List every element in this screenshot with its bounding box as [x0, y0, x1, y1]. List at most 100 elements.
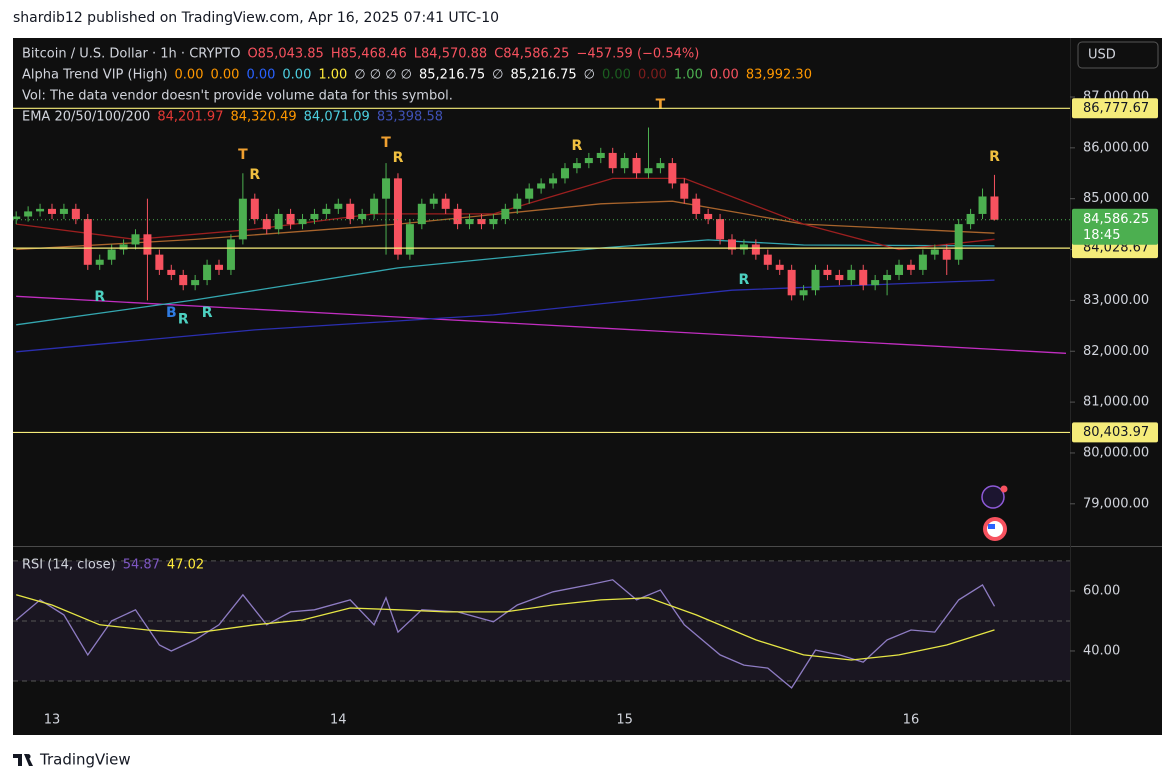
signal-label: R — [94, 289, 105, 305]
price-countdown: 18:45 — [1083, 228, 1120, 243]
candle-body — [847, 269, 856, 281]
y-tick-label: 85,000.00 — [1083, 191, 1149, 206]
candle-body — [859, 269, 868, 286]
header: shardib12 published on TradingView.com, … — [13, 10, 499, 26]
candle-body — [131, 234, 140, 245]
y-tick-label: 81,000.00 — [1083, 395, 1149, 410]
brand-logo — [13, 754, 33, 766]
currency: USD — [1088, 48, 1116, 63]
candle-body — [119, 244, 128, 250]
candle-body — [560, 168, 569, 179]
legend-item: 85,216.75 — [419, 68, 485, 83]
rsi-pane — [15, 579, 996, 689]
candle-body — [95, 259, 104, 265]
candle-body — [620, 158, 629, 169]
candle-body — [71, 208, 80, 220]
candle-body — [215, 264, 224, 270]
legend-item: 1.00 — [674, 68, 703, 83]
candle-body — [501, 208, 510, 220]
candle-body — [895, 264, 904, 275]
legend-item: 1.00 — [318, 68, 347, 83]
candle-body — [871, 280, 880, 286]
signal-label: R — [989, 149, 1000, 165]
legend-item: C84,586.25 — [494, 47, 569, 62]
candle-body — [692, 198, 701, 214]
candle-body — [549, 178, 558, 184]
legend-item: 0.00 — [246, 68, 275, 83]
candle-body — [644, 168, 653, 174]
candle-body — [262, 219, 271, 230]
candle-body — [584, 158, 593, 164]
signal-label: R — [572, 138, 583, 154]
candle-body — [978, 196, 987, 214]
candle-body — [417, 203, 426, 225]
legend-item: 0.00 — [638, 68, 667, 83]
legend-item: 84,201.97 — [157, 110, 223, 125]
candle-body — [763, 254, 772, 265]
level-label-box — [1072, 98, 1158, 119]
candle-body — [632, 158, 641, 174]
level-label-box — [1072, 422, 1158, 443]
legend-item: Alpha Trend VIP (High) — [22, 68, 168, 83]
signal-label: B — [166, 305, 177, 321]
candle-body — [274, 213, 283, 230]
x-tick-label: 14 — [330, 713, 347, 728]
signal-label: T — [381, 135, 391, 151]
candle-body — [250, 198, 259, 220]
candle-body — [608, 152, 617, 169]
candle-body — [668, 163, 677, 184]
signal-label: R — [202, 305, 213, 321]
candle-body — [465, 219, 474, 225]
candle-body — [203, 264, 212, 281]
legend-item: ∅ ∅ ∅ ∅ — [354, 68, 412, 83]
candle-body — [334, 203, 343, 209]
candle-body — [298, 219, 307, 225]
candle-body — [13, 216, 21, 220]
candle-body — [143, 234, 152, 255]
candle-body — [704, 213, 713, 220]
signal-label: T — [238, 147, 248, 163]
candle-body — [286, 213, 295, 225]
candle-body — [942, 249, 951, 260]
rsi-line — [15, 579, 996, 689]
candle-body — [739, 244, 748, 250]
brand: TradingView — [39, 751, 131, 769]
candle-body — [954, 224, 963, 260]
legend-item: RSI (14, close) — [22, 558, 116, 573]
indicator-line — [16, 295, 1067, 354]
legend-item: 84,320.49 — [230, 110, 296, 125]
candle-body — [322, 208, 331, 214]
candle-body — [238, 198, 247, 240]
candle-body — [930, 249, 939, 255]
candle-body — [36, 208, 45, 212]
legend-item: O85,043.85 — [247, 47, 323, 62]
candle-body — [513, 198, 522, 209]
y-tick-label: 60.00 — [1083, 583, 1120, 598]
icons — [981, 485, 1008, 541]
candle-body — [728, 239, 736, 250]
currency-box[interactable] — [1077, 41, 1159, 69]
candle-body — [191, 280, 200, 286]
candle-body — [990, 196, 999, 220]
y-tick-label: 86,000.00 — [1083, 140, 1149, 155]
chart-background — [13, 38, 1162, 735]
candle-body — [716, 219, 725, 240]
level-label: 86,777.67 — [1083, 101, 1149, 116]
candle-body — [441, 198, 450, 209]
legend-item: Vol: The data vendor doesn't provide vol… — [22, 89, 453, 104]
candle-body — [572, 163, 581, 169]
legend-item: 0.00 — [602, 68, 631, 83]
legend-item: L84,570.88 — [414, 47, 487, 62]
legend-item: ∅ — [584, 68, 595, 83]
candle-body — [59, 208, 68, 214]
candle-body — [799, 290, 808, 296]
candle-body — [83, 219, 92, 265]
legend-item: ∅ — [492, 68, 503, 83]
legend-item: 84,071.09 — [304, 110, 370, 125]
candle-body — [918, 254, 927, 270]
candle-body — [787, 269, 796, 296]
candle-body — [24, 211, 33, 217]
candle-body — [751, 244, 760, 255]
